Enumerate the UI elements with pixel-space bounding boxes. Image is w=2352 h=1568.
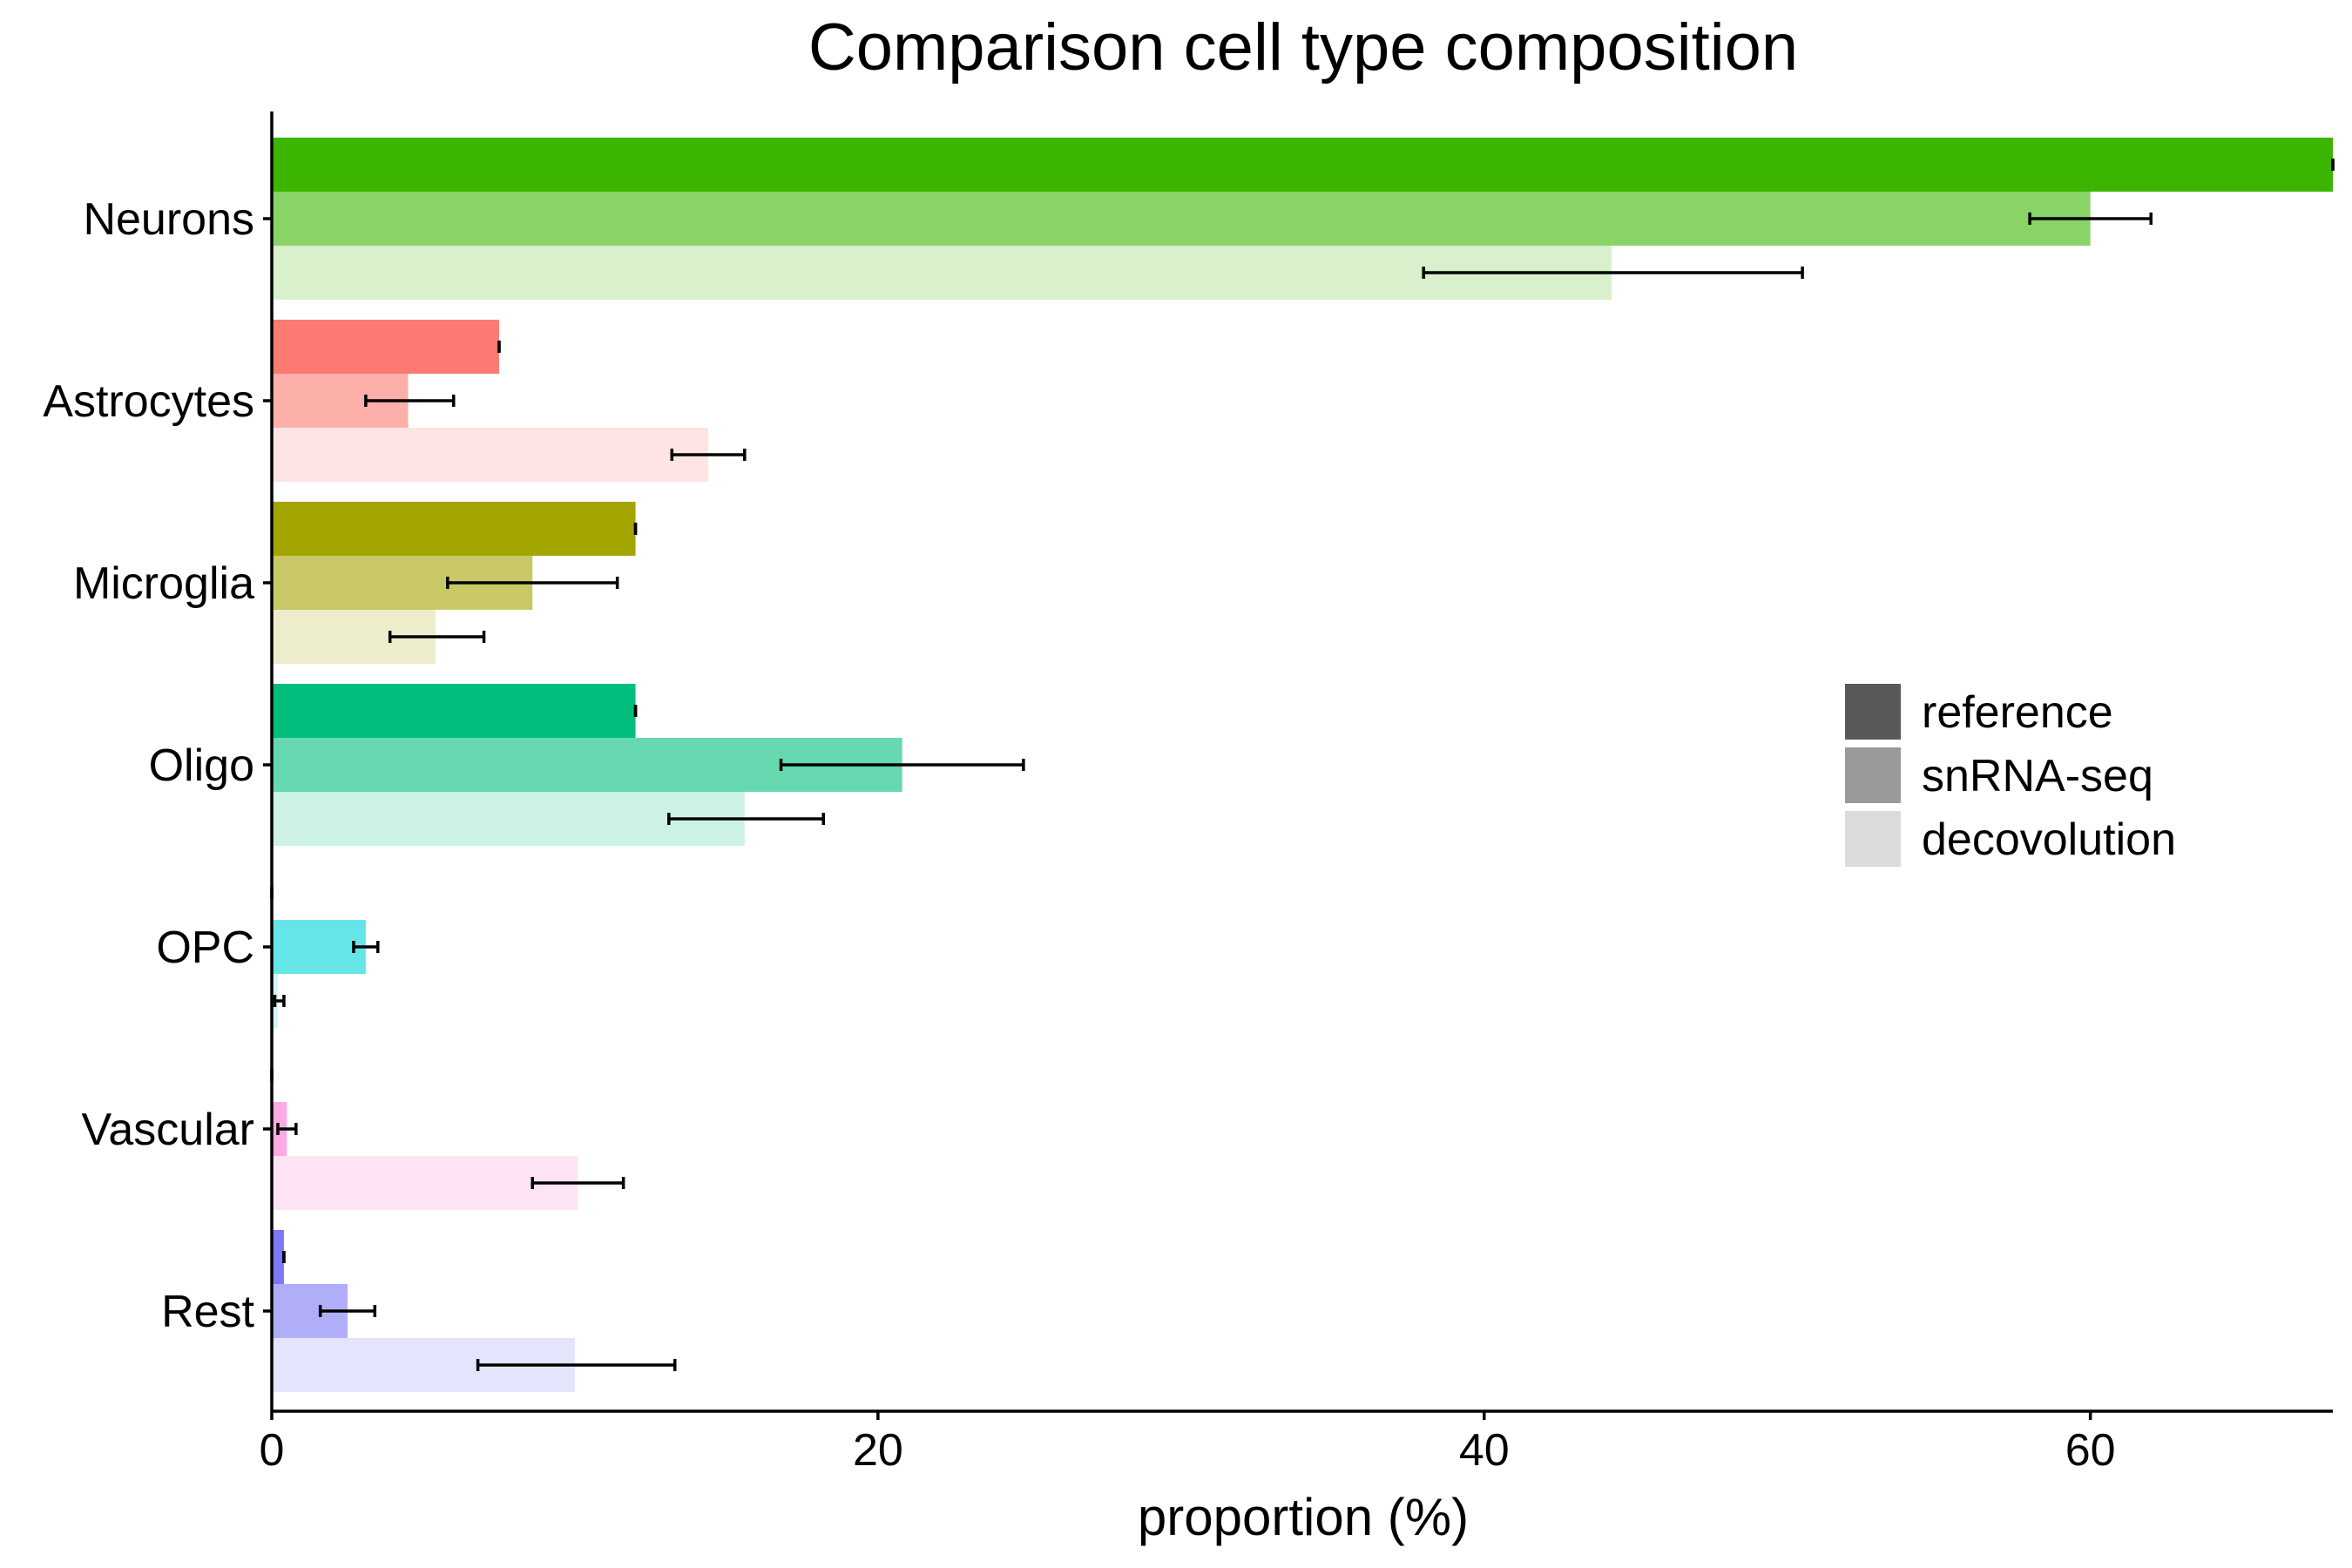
bar-oligo-reference xyxy=(272,684,636,738)
bar-microglia-reference xyxy=(272,502,636,556)
chart-title: Comparison cell type composition xyxy=(808,10,1798,84)
legend-item-decovolution: decovolution xyxy=(1845,811,2176,867)
error-bar-vascular-snrna-seq xyxy=(276,1123,298,1135)
error-bar-oligo-decovolution xyxy=(667,813,826,825)
axes-layer: Neurons Astrocytes Microglia Oligo OPC Vascul… xyxy=(43,112,2333,1476)
legend-key-decovolution xyxy=(1845,811,1901,867)
bar-neurons-snrna-seq xyxy=(272,192,2091,246)
error-bar-rest-snrna-seq xyxy=(318,1305,377,1317)
bar-rest-reference xyxy=(272,1230,284,1284)
bar-opc-snrna-seq xyxy=(272,920,366,974)
legend: reference snRNA-seq decovolution xyxy=(1845,684,2176,867)
error-bars-layer xyxy=(270,159,2335,1371)
error-bar-opc-decovolution xyxy=(273,995,286,1007)
error-bar-astrocytes-snrna-seq xyxy=(364,395,456,407)
error-bar-neurons-snrna-seq xyxy=(2028,213,2153,225)
bars-layer xyxy=(272,138,2333,1392)
y-tick-label-rest: Rest xyxy=(161,1287,254,1337)
error-bar-vascular-decovolution xyxy=(531,1177,625,1189)
x-tick-label-0: 0 xyxy=(260,1425,285,1476)
x-tick-label-20: 20 xyxy=(853,1425,903,1476)
error-bar-oligo-snrna-seq xyxy=(779,759,1025,771)
bar-astrocytes-decovolution xyxy=(272,428,709,482)
y-tick-label-neurons: Neurons xyxy=(83,194,254,245)
legend-key-reference xyxy=(1845,684,1901,740)
y-tick-label-vascular: Vascular xyxy=(82,1105,254,1155)
bar-oligo-decovolution xyxy=(272,792,745,846)
x-tick-label-40: 40 xyxy=(1459,1425,1510,1476)
legend-key-snrna-seq xyxy=(1845,747,1901,803)
error-bar-astrocytes-decovolution xyxy=(670,449,747,461)
legend-label-reference: reference xyxy=(1922,687,2113,738)
legend-item-reference: reference xyxy=(1845,684,2113,740)
x-axis-title: proportion (%) xyxy=(1138,1488,1469,1546)
y-tick-label-astrocytes: Astrocytes xyxy=(43,376,254,427)
legend-label-snrna-seq: snRNA-seq xyxy=(1922,751,2153,801)
legend-label-decovolution: decovolution xyxy=(1922,814,2176,865)
error-bar-microglia-snrna-seq xyxy=(446,577,619,589)
error-bar-opc-snrna-seq xyxy=(352,941,380,953)
x-tick-label-60: 60 xyxy=(2065,1425,2116,1476)
y-tick-label-microglia: Microglia xyxy=(73,558,254,609)
bar-astrocytes-reference xyxy=(272,320,499,374)
bar-neurons-reference xyxy=(272,138,2333,192)
y-tick-label-oligo: Oligo xyxy=(149,740,254,791)
bar-neurons-decovolution xyxy=(272,246,1612,300)
y-tick-label-opc: OPC xyxy=(156,923,254,973)
error-bar-neurons-decovolution xyxy=(1422,267,1804,279)
legend-item-snrna-seq: snRNA-seq xyxy=(1845,747,2153,803)
bar-vascular-decovolution xyxy=(272,1156,578,1210)
error-bar-microglia-decovolution xyxy=(388,631,486,643)
error-bar-rest-decovolution xyxy=(476,1359,677,1371)
